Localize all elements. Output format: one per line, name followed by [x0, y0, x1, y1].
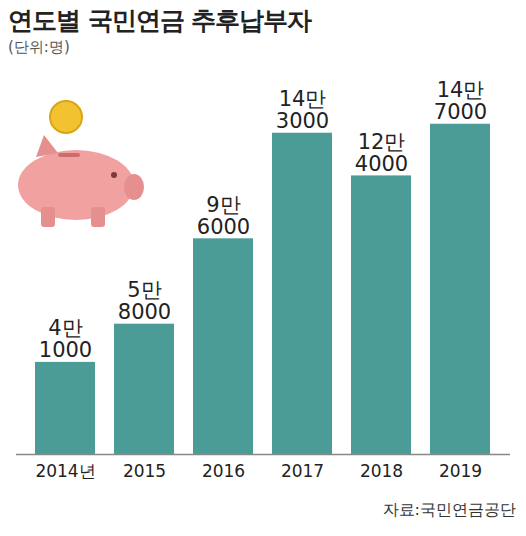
- svg-text:4만1000: 4만1000: [39, 316, 92, 362]
- svg-text:2017: 2017: [281, 461, 324, 481]
- svg-text:14만7000: 14만7000: [434, 78, 487, 124]
- svg-text:12만4000: 12만4000: [355, 130, 408, 176]
- html-text:(단위:명): (단위:명): [8, 38, 70, 56]
- svg-text:14만3000: 14만3000: [276, 87, 329, 133]
- svg-text:2016: 2016: [202, 461, 245, 481]
- svg-text:2018: 2018: [360, 461, 403, 481]
- svg-text:9만6000: 9만6000: [197, 193, 250, 239]
- svg-text:2019: 2019: [439, 461, 482, 481]
- svg-text:2014년: 2014년: [35, 461, 95, 481]
- svg-text:5만8000: 5만8000: [118, 278, 171, 324]
- html-text:자료:국민연금공단: 자료:국민연금공단: [382, 500, 516, 519]
- html-text:연도별 국민연금 추후납부자: 연도별 국민연금 추후납부자: [8, 6, 312, 35]
- svg-text:2015: 2015: [123, 461, 166, 481]
